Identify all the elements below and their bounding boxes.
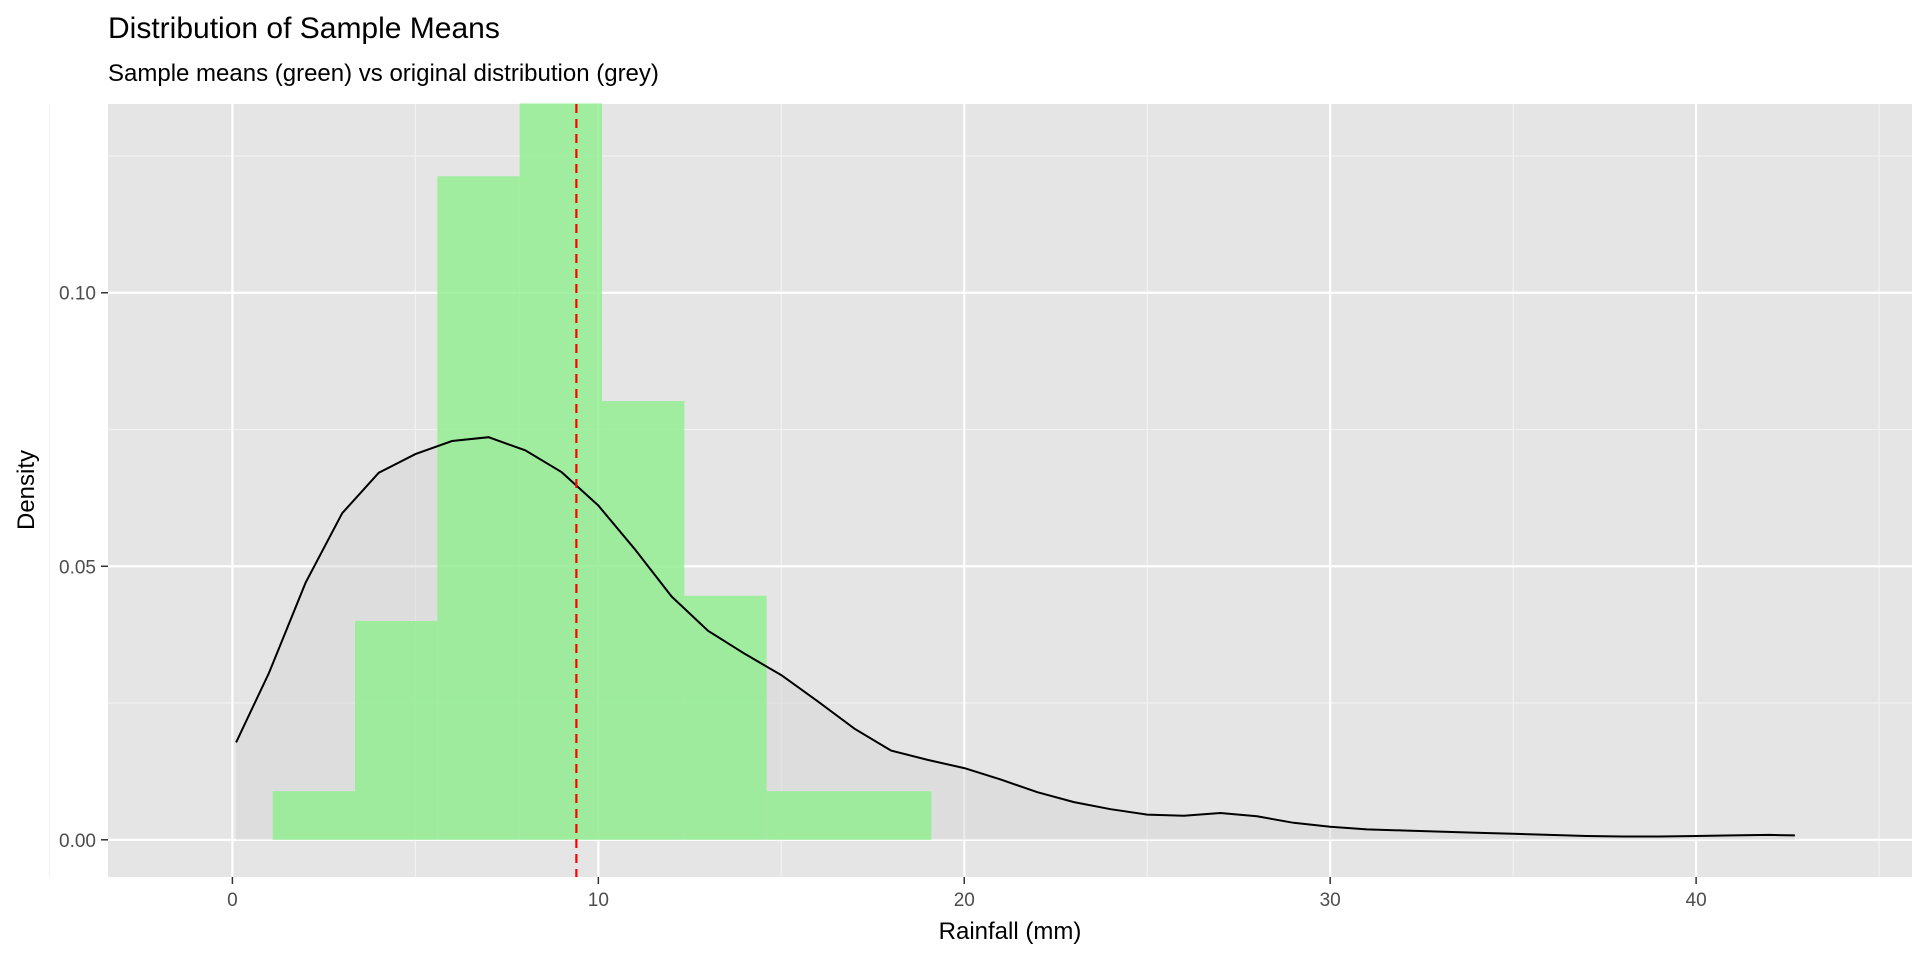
grid-minor	[48, 104, 1912, 877]
histogram-bar	[437, 176, 520, 840]
histogram-bar	[848, 791, 932, 840]
y-tick-label: 0.00	[59, 831, 96, 852]
histogram-bar	[684, 595, 767, 840]
x-tick-label: 10	[588, 890, 609, 911]
x-tick-label: 0	[227, 890, 238, 911]
histogram-bars	[272, 103, 932, 840]
histogram-bar	[601, 401, 685, 840]
x-tick-label: 30	[1320, 890, 1341, 911]
y-tick-label: 0.10	[59, 284, 96, 305]
chart-subtitle: Sample means (green) vs original distrib…	[108, 60, 659, 87]
y-axis-title: Density	[13, 450, 40, 530]
x-axis-title: Rainfall (mm)	[939, 918, 1082, 945]
density-curve	[235, 436, 1795, 838]
histogram-bar	[354, 620, 438, 840]
histogram-bar	[272, 791, 355, 840]
x-tick-label: 20	[954, 890, 975, 911]
y-axis: 0.00 0.05 0.10	[59, 284, 108, 852]
x-axis: 0 10 20 30 40	[227, 877, 1707, 911]
chart-title: Distribution of Sample Means	[108, 12, 500, 45]
density-curve-layer	[235, 436, 1795, 838]
x-tick-label: 40	[1686, 890, 1707, 911]
histogram-bar	[766, 791, 849, 840]
y-tick-label: 0.05	[59, 557, 96, 578]
